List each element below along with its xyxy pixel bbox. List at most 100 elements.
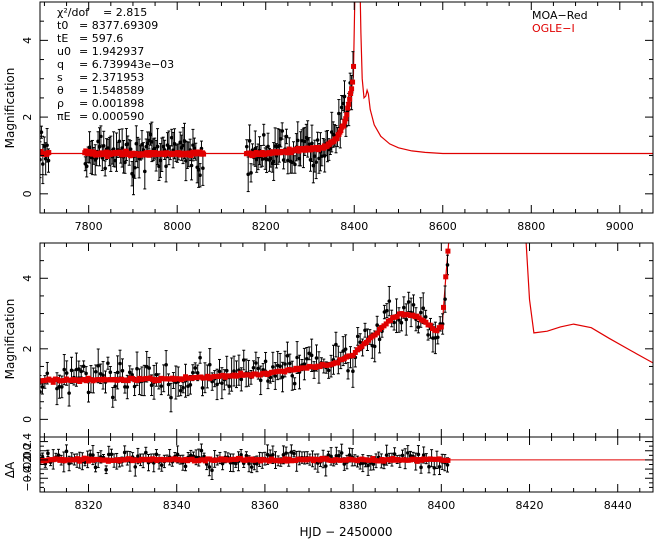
moa-point-top-74-marker — [178, 140, 183, 145]
param-q-name: q — [57, 58, 64, 71]
moa-point-mid-87-marker — [256, 366, 261, 371]
moa-point-mid-94-marker — [273, 374, 278, 378]
moa-point-mid-96-marker — [278, 364, 282, 368]
moa-point-top-52-marker — [147, 138, 151, 143]
ogle-point-mid-180 — [434, 328, 440, 334]
moa-residual-76-marker — [239, 453, 243, 457]
moa-point-top-98-marker — [254, 157, 259, 162]
moa-residual-64-marker — [207, 465, 212, 469]
ogle-point-top-236 — [344, 112, 350, 118]
moa-point-mid-25 — [106, 356, 110, 370]
moa-point-mid-151-marker — [411, 303, 416, 307]
moa-point-top-42-marker — [133, 165, 137, 170]
moa-point-top-87-marker — [196, 167, 201, 172]
moa-point-mid-155-marker — [421, 306, 426, 311]
y-tick-label-3-1: −0.2 — [21, 456, 34, 483]
moa-residual-113-marker — [337, 453, 341, 458]
moa-point-mid-157 — [426, 329, 430, 341]
moa-point-mid-9 — [67, 379, 71, 407]
ogle-point-top-234 — [342, 118, 348, 124]
moa-point-mid-141 — [387, 285, 392, 317]
moa-point-top-56-marker — [152, 146, 157, 151]
moa-residual-114-marker — [339, 451, 344, 455]
moa-point-mid-5 — [57, 374, 62, 399]
moa-point-mid-27-marker — [110, 395, 115, 400]
moa-point-mid-30-marker — [118, 361, 122, 366]
moa-residual-149-marker — [432, 465, 437, 470]
moa-point-top-82-marker — [189, 163, 194, 168]
moa-residual-44-marker — [154, 452, 159, 457]
ogle-point-mid-143 — [352, 349, 358, 355]
moa-point-mid-106-marker — [302, 362, 307, 366]
ogle-point-mid-135 — [335, 360, 341, 366]
ogle-point-mid-146 — [359, 343, 365, 349]
moa-residual-96-marker — [292, 451, 296, 456]
moa-residual-65-marker — [210, 468, 214, 473]
moa-point-mid-140-marker — [385, 308, 389, 313]
moa-point-mid-45-marker — [154, 372, 159, 377]
moa-point-mid-42 — [147, 356, 151, 380]
moa-point-mid-55 — [178, 385, 183, 397]
moa-point-top-103-marker — [261, 133, 266, 137]
moa-point-mid-101-marker — [290, 373, 295, 378]
moa-point-mid-71-marker — [217, 369, 222, 374]
ogle-point-mid-142 — [350, 352, 356, 358]
moa-point-top-78 — [184, 140, 188, 182]
moa-point-mid-81 — [241, 349, 246, 371]
moa-point-top-20-marker — [101, 144, 106, 148]
moa-point-mid-148-marker — [404, 317, 409, 322]
param-te-value: = 597.6 — [79, 32, 123, 45]
moa-point-mid-9-marker — [67, 391, 71, 395]
moa-point-top-103 — [261, 123, 266, 146]
moa-point-top-130-marker — [300, 138, 304, 143]
y-tick-label-1-1: 2 — [21, 114, 34, 121]
fit-parameters: χ²/dof = 2.815 t0 = 8377.69309 tE = 597.… — [57, 6, 174, 123]
moa-point-top-65-marker — [165, 143, 170, 147]
moa-point-mid-80-marker — [239, 377, 244, 382]
moa-point-mid-77-marker — [232, 369, 236, 373]
moa-point-top-43-marker — [134, 141, 139, 146]
moa-point-mid-90 — [263, 351, 268, 371]
moa-residual-27-marker — [109, 452, 114, 457]
moa-point-top-53-marker — [148, 132, 153, 137]
ogle-point-mid-185 — [445, 248, 451, 254]
y-tick-label-1-2: 4 — [21, 37, 34, 44]
moa-point-mid-15 — [81, 360, 86, 373]
moa-point-mid-6-marker — [60, 385, 64, 389]
moa-point-mid-50-marker — [166, 382, 171, 387]
moa-point-top-116 — [280, 122, 284, 140]
moa-residual-124-marker — [366, 463, 370, 468]
moa-residual-19-marker — [88, 453, 93, 457]
moa-residual-36-marker — [133, 465, 138, 469]
x-tick-label-3-8420: 8420 — [516, 499, 544, 512]
x-tick-label-1-8800: 8800 — [517, 220, 545, 233]
moa-point-mid-107-marker — [305, 356, 309, 361]
moa-point-mid-111-marker — [314, 356, 319, 360]
moa-point-top-94 — [249, 163, 253, 183]
moa-point-mid-128 — [355, 327, 360, 346]
moa-point-top-89-marker — [199, 146, 204, 151]
moa-point-mid-86-marker — [254, 361, 258, 365]
moa-point-mid-51 — [169, 382, 173, 413]
param-q-value: = 6.739943e−03 — [79, 58, 174, 71]
axes-layer: 7800 8000 8200 8400 8600 8800 9000 0 2 4 0 2 4 8320 83… — [21, 1, 654, 512]
moa-point-mid-128-marker — [355, 334, 360, 339]
ogle-point-top-230 — [338, 128, 344, 134]
moa-point-mid-129-marker — [358, 340, 362, 345]
moa-point-top-102-marker — [260, 157, 265, 161]
moa-point-mid-29 — [115, 355, 120, 390]
moa-point-top-142-marker — [317, 156, 321, 161]
moa-point-top-62-marker — [161, 144, 166, 149]
moa-residual-139-marker — [406, 451, 410, 455]
moa-residual-52-marker — [175, 452, 180, 457]
moa-residual-117-marker — [347, 453, 352, 457]
moa-point-top-5-marker — [45, 143, 49, 148]
moa-point-mid-13-marker — [77, 367, 81, 371]
moa-residual-96 — [292, 449, 296, 458]
moa-point-mid-16-marker — [84, 371, 88, 376]
moa-residual-126-marker — [371, 462, 376, 466]
moa-point-mid-106 — [302, 347, 307, 381]
moa-point-top-6-marker — [46, 158, 51, 163]
moa-point-top-141-marker — [315, 138, 320, 142]
moa-point-mid-20-marker — [93, 369, 98, 374]
